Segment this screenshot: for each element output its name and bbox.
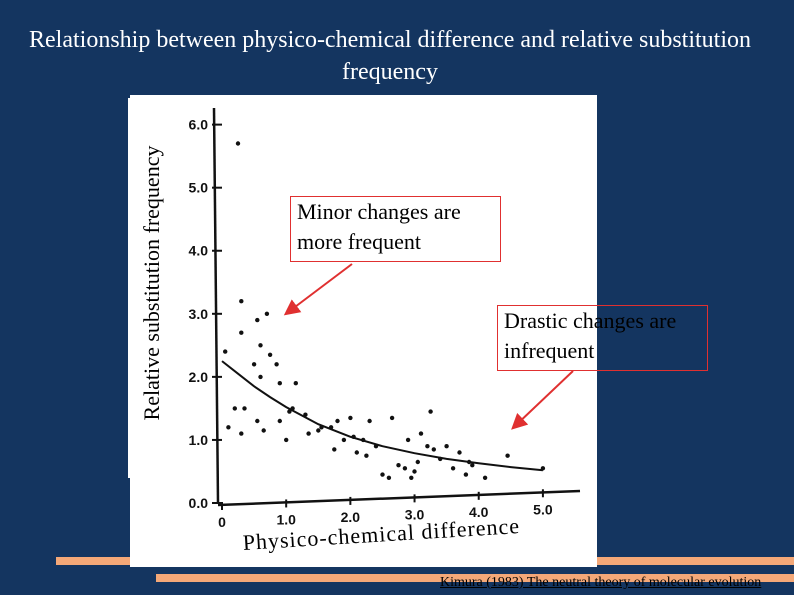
data-point (402, 466, 408, 471)
x-axis-line (217, 489, 581, 507)
data-point (463, 472, 469, 477)
data-point (232, 406, 237, 411)
data-point (303, 412, 308, 417)
fitted-curve-group (221, 360, 543, 472)
data-point (482, 475, 488, 480)
callout-minor-changes: Minor changes are more frequent (290, 196, 501, 262)
arrow-minor (283, 263, 353, 316)
data-point (242, 406, 247, 411)
data-point (418, 431, 424, 436)
y-tick-label: 1.0 (189, 432, 209, 448)
data-point (264, 311, 270, 316)
data-point (223, 349, 228, 354)
data-point (287, 409, 292, 414)
x-tick-label: 4.0 (469, 504, 489, 520)
data-point (409, 475, 414, 480)
x-tick-label: 3.0 (405, 506, 425, 522)
data-point (428, 409, 433, 414)
accent-bar-lower (156, 574, 794, 582)
data-point (235, 141, 241, 146)
data-point (267, 352, 273, 357)
data-point (255, 317, 260, 323)
y-tick-label: 5.0 (189, 180, 209, 196)
y-tick-label: 4.0 (189, 243, 209, 259)
y-ticks: 0.0 1.0 2.0 3.0 4.0 5.0 6.0 (189, 117, 222, 511)
data-point (319, 425, 324, 430)
data-point (396, 463, 401, 468)
fitted-curve (221, 360, 543, 472)
x-tick-label: 1.0 (276, 511, 296, 527)
chart-scan-background (130, 95, 597, 567)
data-point (444, 444, 449, 449)
data-point (277, 381, 282, 386)
data-point (239, 330, 244, 335)
data-point (348, 415, 353, 421)
x-tick-label: 5.0 (533, 501, 553, 517)
data-point (505, 453, 510, 458)
x-ticks: 0 1.0 2.0 3.0 4.0 5.0 (218, 489, 553, 530)
data-point (351, 434, 356, 439)
data-point (332, 447, 337, 452)
y-tick-label: 0.0 (189, 495, 209, 511)
data-point (306, 431, 311, 436)
callout-drastic-changes: Drastic changes are infrequent (497, 305, 708, 371)
y-tick-label: 2.0 (189, 369, 209, 385)
data-point (438, 456, 443, 462)
data-point (274, 362, 279, 367)
data-point (380, 472, 385, 477)
data-point (361, 437, 366, 443)
ylabel-background (128, 98, 174, 478)
arrow-drastic (511, 370, 574, 430)
data-points (223, 141, 546, 480)
data-point (293, 381, 298, 386)
data-point (364, 453, 369, 458)
data-point (457, 450, 462, 455)
data-point (258, 343, 263, 348)
callout-arrows (283, 263, 574, 430)
data-point (354, 450, 359, 455)
slide-title: Relationship between physico-chemical di… (29, 27, 751, 85)
data-point (415, 459, 420, 465)
data-point (373, 444, 379, 449)
data-point (540, 466, 546, 471)
data-point (466, 459, 472, 465)
y-tick-label: 3.0 (189, 306, 209, 322)
data-point (335, 418, 340, 424)
y-axis-label: Relative substitution frequency (139, 145, 164, 421)
y-tick-label: 6.0 (189, 117, 209, 133)
citation: Kimura (1983) The neutral theory of mole… (440, 575, 762, 590)
data-point (389, 415, 395, 421)
data-point (290, 406, 295, 411)
data-point (328, 425, 334, 430)
data-point (251, 362, 257, 367)
data-point (261, 428, 266, 433)
data-point (277, 418, 282, 424)
chart-axes (212, 107, 581, 507)
data-point (226, 425, 231, 430)
data-point (470, 463, 475, 468)
data-point (450, 466, 456, 471)
x-tick-label: 2.0 (341, 509, 361, 525)
data-point (405, 437, 411, 443)
data-point (386, 475, 392, 480)
y-axis-line (212, 107, 220, 504)
data-point (258, 374, 263, 380)
data-point (412, 469, 417, 474)
data-point (255, 418, 260, 424)
data-point (367, 418, 372, 424)
x-tick-label: 0 (218, 514, 226, 530)
data-point (239, 299, 244, 304)
data-point (341, 437, 347, 443)
data-point (431, 447, 436, 452)
data-point (284, 437, 289, 443)
data-point (316, 428, 321, 433)
data-point (425, 444, 430, 449)
data-point (239, 431, 244, 436)
